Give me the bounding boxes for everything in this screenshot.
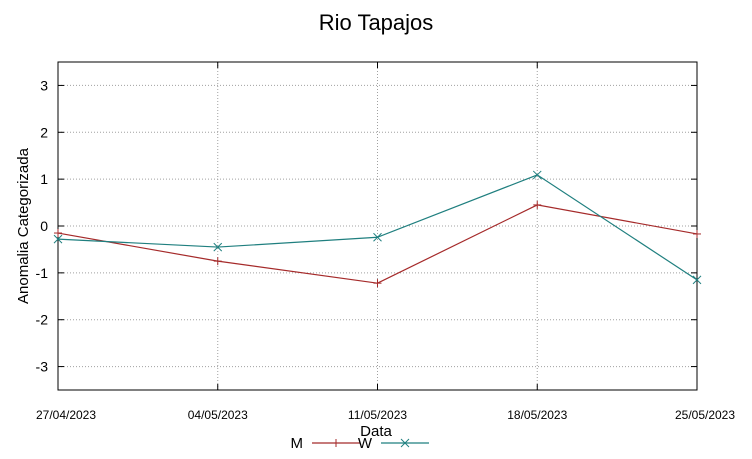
data-point-cross (53, 234, 63, 244)
y-axis-label: Anomalia Categorizada (15, 147, 32, 304)
x-tick-label: 25/05/2023 (675, 408, 735, 422)
x-axis-ticks: 27/04/2023 04/05/2023 11/05/2023 18/05/2023… (36, 408, 735, 422)
x-tick-label: 04/05/2023 (188, 408, 248, 422)
data-point-cross (532, 170, 542, 180)
data-point-cross (373, 232, 382, 242)
data-point-plus (693, 229, 701, 238)
data-point-plus (332, 439, 340, 447)
legend-label: W (358, 435, 373, 452)
data-point-cross (400, 438, 410, 448)
y-axis-ticks: -3 -2 -1 0 1 2 3 (36, 77, 49, 374)
y-tick-label: 0 (40, 218, 48, 234)
chart-title: Rio Tapajos (319, 10, 434, 35)
data-point-cross (213, 242, 223, 252)
y-tick-label: -1 (36, 265, 49, 281)
data-point-cross (692, 275, 702, 285)
plot-axes (57, 61, 698, 391)
data-point-plus (54, 229, 62, 238)
data-point-plus (213, 257, 222, 266)
grid-lines (58, 62, 697, 390)
y-tick-label: -3 (36, 359, 49, 375)
data-point-plus (533, 200, 542, 209)
legend-label: M (291, 435, 304, 452)
y-tick-label: -2 (36, 312, 49, 328)
x-tick-label: 18/05/2023 (507, 408, 567, 422)
x-axis-label: Data (360, 423, 392, 440)
y-tick-label: 1 (40, 171, 48, 187)
x-tick-label: 27/04/2023 (36, 408, 96, 422)
series-group (53, 170, 702, 288)
x-tick-label: 11/05/2023 (348, 408, 407, 422)
y-tick-label: 3 (40, 77, 48, 93)
data-point-plus (373, 279, 382, 288)
plot-frame (57, 61, 698, 391)
y-tick-label: 2 (40, 124, 48, 140)
